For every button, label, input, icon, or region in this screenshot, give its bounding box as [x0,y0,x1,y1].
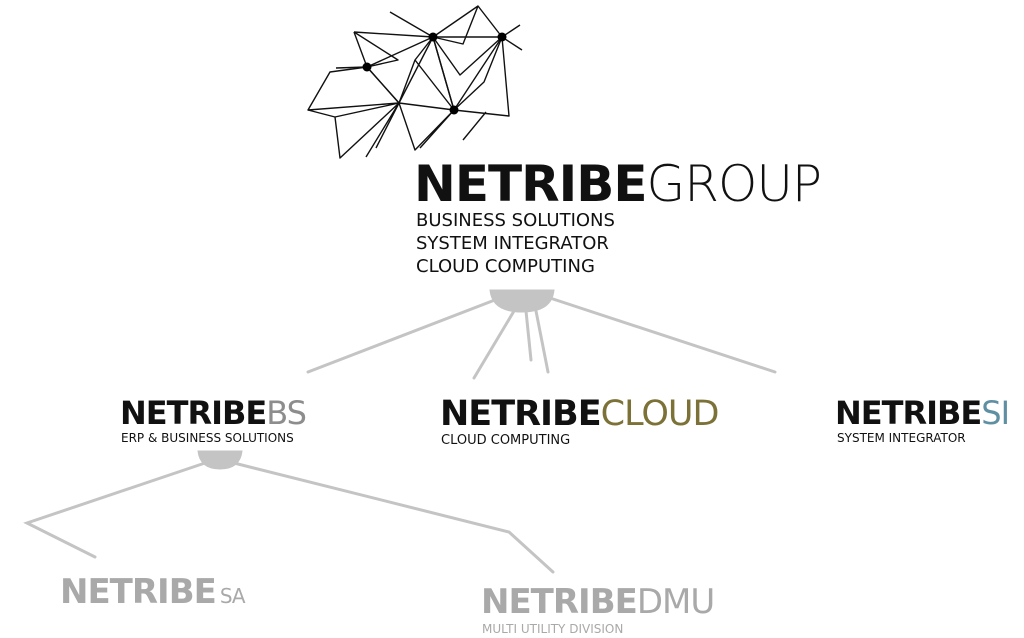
bs-brand: NETRIBE [120,394,267,432]
si-subtitle: SYSTEM INTEGRATOR [837,431,966,445]
group-line-3: CLOUD COMPUTING [416,256,595,277]
connector-to-dmu [232,461,555,574]
dmu-subtitle: MULTI UTILITY DIVISION [482,622,624,636]
group-line-1: BUSINESS SOLUTIONS [416,210,615,231]
group-connector-hub [489,289,555,313]
si-logo: NETRIBESI [835,394,1010,432]
si-brand: NETRIBE [835,394,982,432]
cloud-suffix: CLOUD [600,394,720,434]
dmu-suffix: DMU [636,582,715,622]
group-logo: NETRIBEGROUP [414,159,822,209]
cloud-logo: NETRIBECLOUD [440,394,720,434]
connector-to-cloud-3 [534,309,550,374]
sa-suffix: SA [219,584,246,608]
group-line-2: SYSTEM INTEGRATOR [416,233,609,254]
bs-subtitle: ERP & BUSINESS SOLUTIONS [121,431,294,445]
connector-to-cloud-1 [472,309,516,380]
dmu-brand: NETRIBE [481,582,638,622]
cloud-subtitle: CLOUD COMPUTING [441,433,571,448]
cloud-brand: NETRIBE [440,394,602,434]
connector-to-si [548,296,777,374]
sa-brand: NETRIBE [60,572,217,612]
bs-connector-hub [197,450,243,470]
si-suffix: SI [981,394,1010,432]
group-suffix: GROUP [646,155,822,213]
connector-to-sa [23,461,207,559]
connector-to-bs [306,296,502,374]
group-brand: NETRIBE [414,155,647,213]
bs-suffix: BS [266,394,307,432]
dmu-logo: NETRIBEDMU [481,582,715,622]
sa-logo: NETRIBE SA [60,572,246,612]
bs-logo: NETRIBEBS [120,394,307,432]
connector-to-cloud-2 [524,309,533,362]
